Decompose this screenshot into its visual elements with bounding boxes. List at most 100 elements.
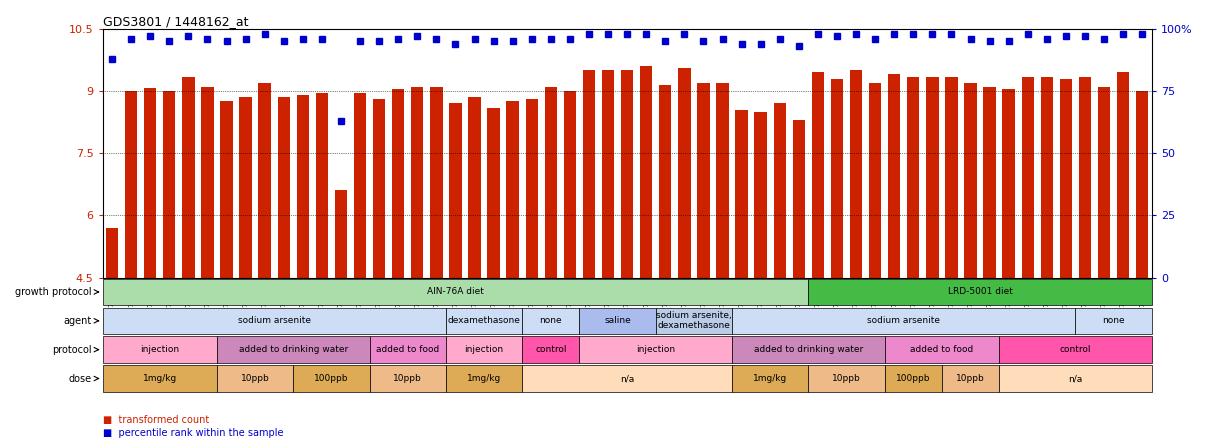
Bar bbox=[907, 76, 919, 278]
Bar bbox=[850, 70, 862, 278]
Bar bbox=[621, 70, 633, 278]
Bar bbox=[812, 72, 824, 278]
Bar bbox=[316, 93, 328, 278]
Bar bbox=[125, 91, 137, 278]
Bar bbox=[507, 101, 519, 278]
Bar bbox=[297, 95, 309, 278]
Bar bbox=[926, 76, 938, 278]
Text: n/a: n/a bbox=[1069, 374, 1083, 383]
Bar bbox=[658, 85, 672, 278]
Text: sodium arsenite,
dexamethasone: sodium arsenite, dexamethasone bbox=[656, 311, 732, 330]
Text: agent: agent bbox=[64, 316, 99, 326]
Bar bbox=[103, 279, 808, 305]
Bar bbox=[999, 337, 1152, 363]
Bar bbox=[144, 88, 157, 278]
Bar bbox=[697, 83, 709, 278]
Bar bbox=[221, 101, 233, 278]
Text: sodium arsenite: sodium arsenite bbox=[238, 316, 311, 325]
Bar bbox=[808, 365, 885, 392]
Text: 1mg/kg: 1mg/kg bbox=[753, 374, 788, 383]
Bar bbox=[792, 120, 806, 278]
Bar bbox=[831, 79, 843, 278]
Bar bbox=[106, 228, 118, 278]
Bar bbox=[449, 103, 462, 278]
Text: added to food: added to food bbox=[376, 345, 439, 354]
Bar bbox=[277, 97, 289, 278]
Bar bbox=[103, 337, 217, 363]
Bar bbox=[446, 337, 522, 363]
Text: saline: saline bbox=[604, 316, 631, 325]
Bar bbox=[103, 308, 446, 334]
Bar bbox=[293, 365, 369, 392]
Text: 1mg/kg: 1mg/kg bbox=[467, 374, 502, 383]
Bar bbox=[446, 308, 522, 334]
Text: protocol: protocol bbox=[52, 345, 99, 355]
Text: n/a: n/a bbox=[620, 374, 634, 383]
Bar bbox=[522, 308, 579, 334]
Bar bbox=[732, 308, 1076, 334]
Bar bbox=[579, 308, 656, 334]
Bar bbox=[545, 87, 557, 278]
Bar bbox=[579, 337, 732, 363]
Bar bbox=[602, 70, 614, 278]
Bar bbox=[1060, 79, 1072, 278]
Text: 10ppb: 10ppb bbox=[832, 374, 861, 383]
Text: AIN-76A diet: AIN-76A diet bbox=[427, 287, 484, 297]
Bar bbox=[217, 365, 293, 392]
Bar bbox=[946, 76, 958, 278]
Bar bbox=[373, 99, 386, 278]
Bar bbox=[563, 91, 576, 278]
Bar bbox=[392, 89, 404, 278]
Text: sodium arsenite: sodium arsenite bbox=[867, 316, 941, 325]
Text: ■  transformed count: ■ transformed count bbox=[103, 415, 209, 425]
Text: none: none bbox=[539, 316, 562, 325]
Text: added to drinking water: added to drinking water bbox=[754, 345, 863, 354]
Text: dexamethasone: dexamethasone bbox=[447, 316, 521, 325]
Bar bbox=[446, 365, 522, 392]
Text: none: none bbox=[1102, 316, 1125, 325]
Bar bbox=[201, 87, 213, 278]
Bar bbox=[217, 337, 369, 363]
Bar bbox=[1076, 308, 1152, 334]
Bar bbox=[732, 337, 885, 363]
Bar bbox=[353, 93, 367, 278]
Bar bbox=[755, 112, 767, 278]
Text: added to food: added to food bbox=[911, 345, 973, 354]
Bar bbox=[431, 87, 443, 278]
Bar bbox=[369, 365, 446, 392]
Text: 10ppb: 10ppb bbox=[393, 374, 422, 383]
Bar bbox=[1136, 91, 1148, 278]
Text: 100ppb: 100ppb bbox=[896, 374, 931, 383]
Bar bbox=[983, 87, 996, 278]
Bar bbox=[182, 76, 194, 278]
Bar bbox=[411, 87, 423, 278]
Bar bbox=[678, 68, 691, 278]
Text: LRD-5001 diet: LRD-5001 diet bbox=[948, 287, 1013, 297]
Bar bbox=[239, 97, 252, 278]
Bar bbox=[716, 83, 728, 278]
Bar bbox=[1041, 76, 1053, 278]
Bar bbox=[335, 190, 347, 278]
Bar bbox=[808, 279, 1152, 305]
Bar bbox=[732, 365, 808, 392]
Bar bbox=[103, 365, 217, 392]
Text: added to drinking water: added to drinking water bbox=[239, 345, 347, 354]
Bar bbox=[868, 83, 882, 278]
Bar bbox=[736, 110, 748, 278]
Text: 100ppb: 100ppb bbox=[315, 374, 349, 383]
Bar bbox=[885, 365, 942, 392]
Bar bbox=[1078, 76, 1091, 278]
Text: 1mg/kg: 1mg/kg bbox=[142, 374, 177, 383]
Text: injection: injection bbox=[637, 345, 675, 354]
Text: GDS3801 / 1448162_at: GDS3801 / 1448162_at bbox=[103, 15, 248, 28]
Text: injection: injection bbox=[464, 345, 504, 354]
Text: injection: injection bbox=[140, 345, 180, 354]
Text: control: control bbox=[1060, 345, 1091, 354]
Text: dose: dose bbox=[69, 373, 99, 384]
Bar bbox=[582, 70, 596, 278]
Bar bbox=[942, 365, 999, 392]
Bar bbox=[1117, 72, 1129, 278]
Text: 10ppb: 10ppb bbox=[241, 374, 269, 383]
Bar bbox=[773, 103, 786, 278]
Text: ■  percentile rank within the sample: ■ percentile rank within the sample bbox=[103, 428, 283, 439]
